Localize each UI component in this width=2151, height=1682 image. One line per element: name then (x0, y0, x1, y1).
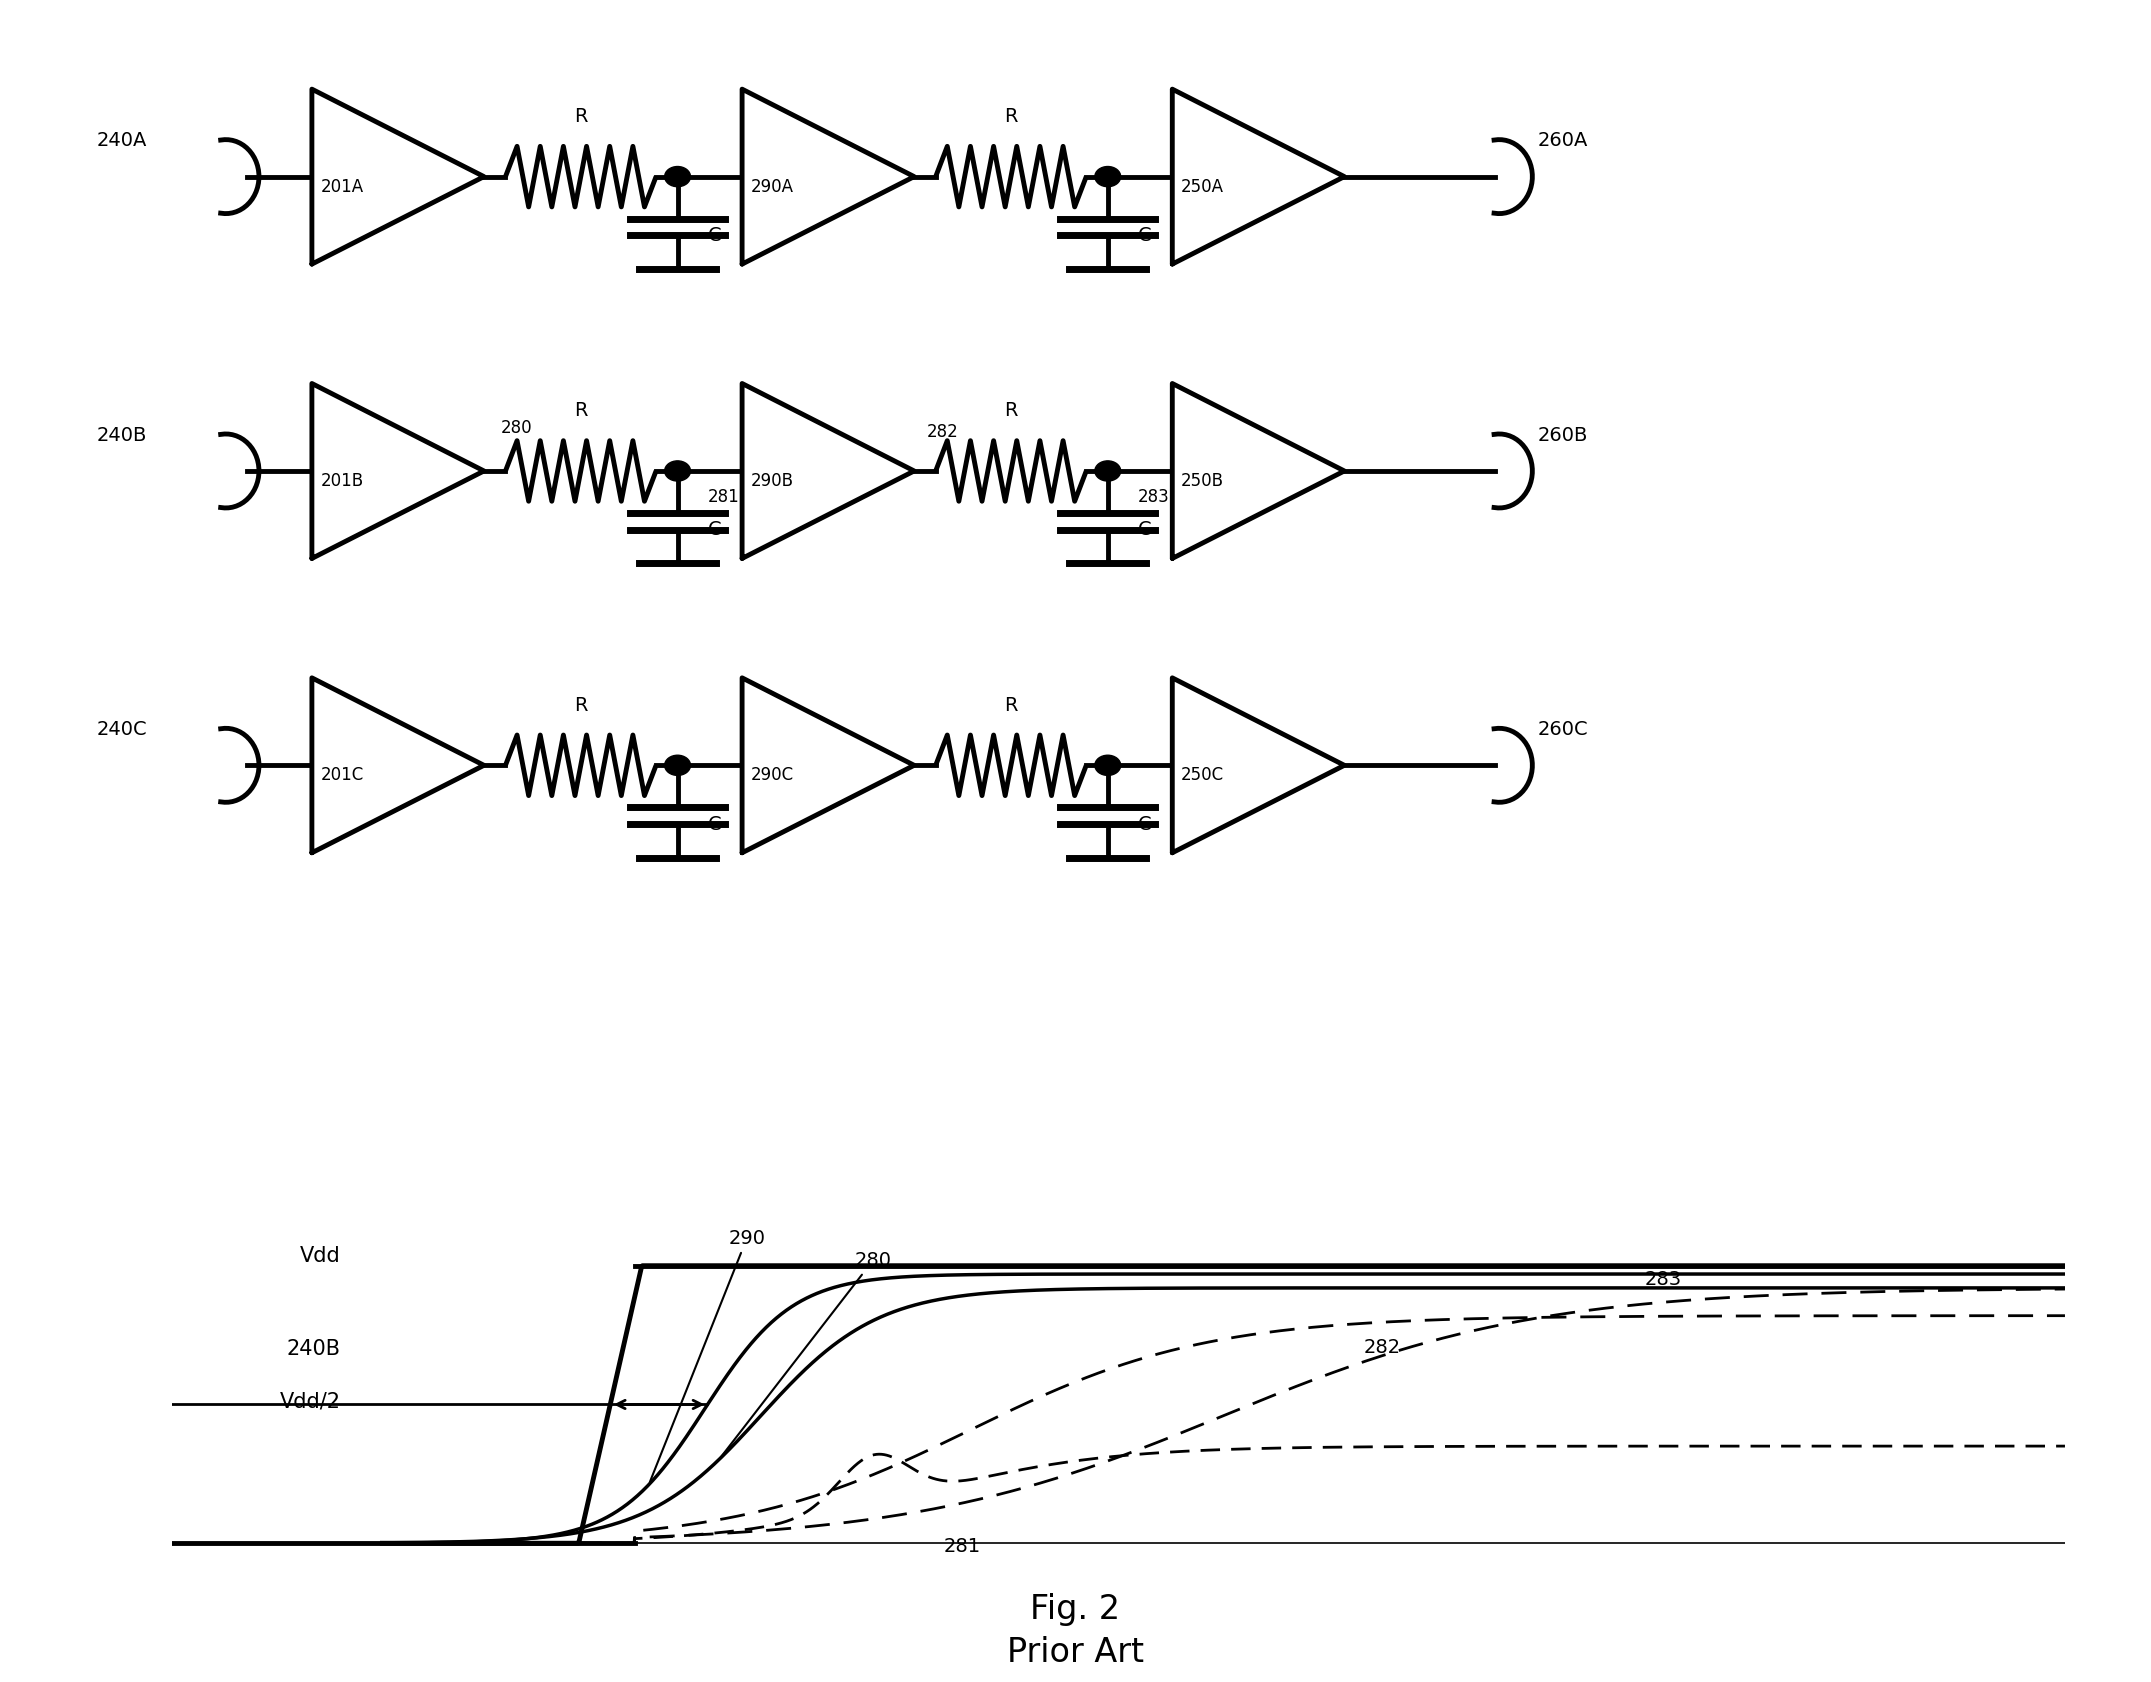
Text: 283: 283 (1138, 488, 1170, 506)
Text: 290C: 290C (751, 767, 794, 784)
Text: Vdd: Vdd (299, 1246, 340, 1265)
Text: 283: 283 (1643, 1270, 1682, 1288)
Text: 240C: 240C (97, 720, 148, 738)
Text: R: R (1005, 108, 1017, 126)
Text: C: C (708, 520, 721, 540)
Text: Prior Art: Prior Art (1007, 1635, 1144, 1669)
Text: R: R (574, 402, 587, 420)
Text: 290: 290 (650, 1228, 766, 1482)
Circle shape (1095, 461, 1121, 481)
Text: 281: 281 (944, 1537, 981, 1556)
Text: 250C: 250C (1181, 767, 1224, 784)
Text: 260C: 260C (1538, 720, 1590, 738)
Text: C: C (1138, 520, 1151, 540)
Circle shape (665, 461, 690, 481)
Circle shape (665, 167, 690, 187)
Text: 250A: 250A (1181, 178, 1224, 195)
Text: 260A: 260A (1538, 131, 1587, 150)
Text: C: C (708, 814, 721, 834)
Text: 260B: 260B (1538, 426, 1587, 444)
Text: Vdd/2: Vdd/2 (280, 1393, 340, 1411)
Text: R: R (574, 696, 587, 715)
Text: R: R (1005, 402, 1017, 420)
Text: R: R (1005, 696, 1017, 715)
Text: 201B: 201B (320, 473, 364, 489)
Text: R: R (574, 108, 587, 126)
Text: 240B: 240B (286, 1339, 340, 1359)
Circle shape (1095, 755, 1121, 775)
Text: 280: 280 (721, 1251, 893, 1457)
Text: C: C (1138, 814, 1151, 834)
Text: 280: 280 (501, 419, 533, 437)
Text: 250B: 250B (1181, 473, 1224, 489)
Circle shape (1095, 167, 1121, 187)
Text: C: C (708, 225, 721, 246)
Text: 290A: 290A (751, 178, 794, 195)
Text: 240B: 240B (97, 426, 146, 444)
Text: 282: 282 (927, 422, 959, 441)
Circle shape (665, 755, 690, 775)
Text: 282: 282 (1364, 1339, 1400, 1357)
Text: Fig. 2: Fig. 2 (1030, 1593, 1121, 1626)
Text: 290B: 290B (751, 473, 794, 489)
Text: 240A: 240A (97, 131, 146, 150)
Text: 201A: 201A (320, 178, 364, 195)
Text: 201C: 201C (320, 767, 364, 784)
Text: C: C (1138, 225, 1151, 246)
Text: 281: 281 (708, 488, 740, 506)
